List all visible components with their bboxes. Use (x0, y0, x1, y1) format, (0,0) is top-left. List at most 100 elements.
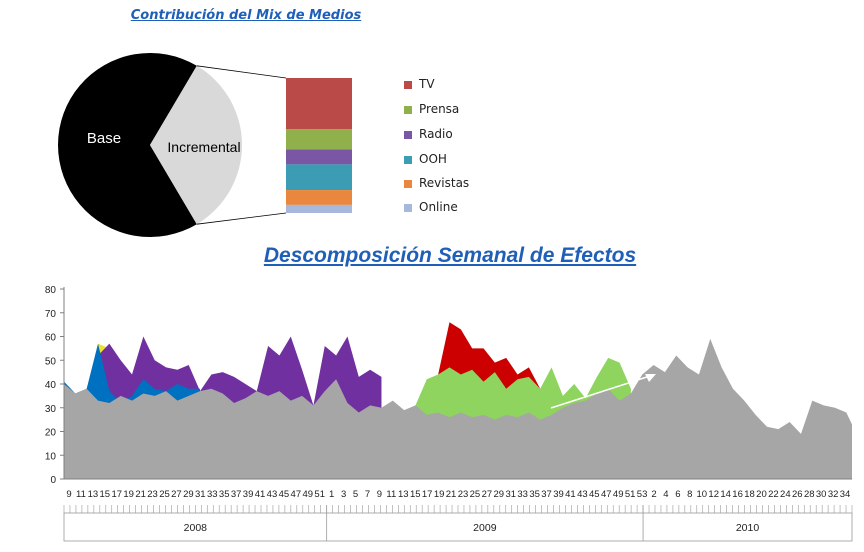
x-tick-label: 25 (159, 489, 170, 500)
x-tick-label: 12 (708, 489, 719, 500)
x-tick-label: 31 (195, 489, 206, 500)
area-series (64, 322, 852, 479)
x-tick-label: 27 (171, 489, 182, 500)
stack-segment-radio (286, 149, 352, 165)
x-tick-label: 34 (840, 489, 851, 500)
x-tick-label: 51 (314, 489, 325, 500)
x-tick-label: 9 (66, 489, 71, 500)
x-tick-label: 41 (565, 489, 576, 500)
x-tick-label: 49 (302, 489, 313, 500)
axes (63, 287, 852, 480)
x-tick-label: 7 (365, 489, 370, 500)
x-tick-label: 21 (446, 489, 457, 500)
y-tick-label: 30 (45, 404, 57, 415)
x-tick-label: 20 (756, 489, 767, 500)
x-tick-label: 33 (207, 489, 218, 500)
x-tick-label: 22 (768, 489, 779, 500)
x-tick-label: 8 (687, 489, 692, 500)
stack-segment-revistas (286, 190, 352, 205)
connector-line-top (196, 65, 287, 79)
x-tick-label: 26 (792, 489, 803, 500)
y-tick-label: 40 (45, 380, 57, 391)
legend-label-revistas: Revistas (419, 176, 470, 190)
x-tick-label: 39 (243, 489, 254, 500)
x-tick-label: 19 (123, 489, 134, 500)
connector-line-bottom (196, 212, 287, 225)
legend-label-ooh: OOH (419, 152, 447, 166)
x-tick-label: 23 (458, 489, 469, 500)
stack-segment-prensa (286, 129, 352, 150)
x-tick-label: 37 (231, 489, 242, 500)
x-tick-label: 6 (675, 489, 680, 500)
area-base (64, 338, 852, 479)
y-tick-label: 80 (45, 285, 57, 296)
x-tick-label: 33 (517, 489, 528, 500)
x-tick-label: 2 (651, 489, 656, 500)
x-tick-label: 32 (828, 489, 839, 500)
x-tick-label: 35 (529, 489, 540, 500)
x-tick-label: 11 (76, 489, 86, 500)
x-tick-label: 4 (663, 489, 668, 500)
x-tick-label: 19 (434, 489, 445, 500)
legend-label-prensa: Prensa (419, 102, 460, 116)
legend-label-online: Online (419, 200, 458, 214)
x-tick-label: 31 (505, 489, 516, 500)
y-tick-label: 20 (45, 428, 57, 439)
x-tick-label: 16 (732, 489, 743, 500)
weekly-chart-title: Descomposición Semanal de Efectos (263, 244, 637, 267)
x-tick-label: 25 (470, 489, 481, 500)
pie-label-incremental: Incremental (167, 139, 240, 155)
x-tick-label: 3 (341, 489, 346, 500)
x-tick-label: 37 (541, 489, 552, 500)
y-axis-ticks: 0 10 20 30 40 50 60 70 80 (45, 285, 64, 486)
x-tick-label: 35 (219, 489, 230, 500)
x-tick-label: 17 (422, 489, 433, 500)
legend-swatch-tv (404, 81, 412, 89)
year-label-2010: 2010 (736, 522, 760, 534)
x-tick-label: 13 (88, 489, 99, 500)
x-tick-label: 14 (720, 489, 731, 500)
legend-swatch-online (404, 204, 412, 212)
x-tick-label: 27 (482, 489, 493, 500)
x-tick-label: 24 (780, 489, 791, 500)
year-label-2008: 2008 (184, 522, 208, 534)
y-tick-label: 70 (45, 309, 57, 320)
legend-swatch-radio (404, 131, 412, 139)
x-tick-label: 29 (494, 489, 505, 500)
media-mix-pie-chart: Base Incremental (58, 53, 352, 237)
x-tick-label: 39 (553, 489, 564, 500)
x-tick-label: 15 (410, 489, 421, 500)
incremental-breakdown-stack (286, 78, 352, 213)
legend-swatch-ooh (404, 156, 412, 164)
pie-slice-base (58, 53, 197, 237)
x-tick-label: 15 (100, 489, 111, 500)
x-tick-label: 11 (386, 489, 396, 500)
x-tick-label: 13 (398, 489, 409, 500)
pie-chart-title: Contribución del Mix de Medios (130, 8, 362, 23)
legend-swatch-revistas (404, 180, 412, 188)
legend-swatch-prensa (404, 106, 412, 114)
stack-segment-tv (286, 78, 352, 130)
x-tick-label: 10 (696, 489, 707, 500)
x-tick-label: 23 (147, 489, 158, 500)
legend-label-radio: Radio (419, 127, 453, 141)
x-tick-label: 51 (625, 489, 636, 500)
x-axis-tick-labels: 9 11 13 15 17 19 21 23 25 27 29 31 33 35 37 39 41 43 45 47 4… (63, 489, 853, 513)
x-tick-label: 5 (353, 489, 358, 500)
trend-arrow-head (645, 374, 656, 382)
x-tick-label: 53 (637, 489, 648, 500)
x-tick-label: 47 (601, 489, 612, 500)
x-tick-label: 9 (377, 489, 382, 500)
pie-slice-incremental (150, 65, 242, 225)
x-tick-label: 43 (267, 489, 278, 500)
stack-segment-ooh (286, 164, 352, 191)
y-tick-label: 10 (45, 451, 57, 462)
x-tick-label: 29 (183, 489, 194, 500)
trend-arrow-line (550, 375, 651, 409)
x-tick-label: 41 (255, 489, 266, 500)
x-tick-label: 43 (577, 489, 588, 500)
x-tick-label: 1 (329, 489, 334, 500)
x-tick-label: 18 (744, 489, 755, 500)
x-tick-label: 28 (804, 489, 815, 500)
